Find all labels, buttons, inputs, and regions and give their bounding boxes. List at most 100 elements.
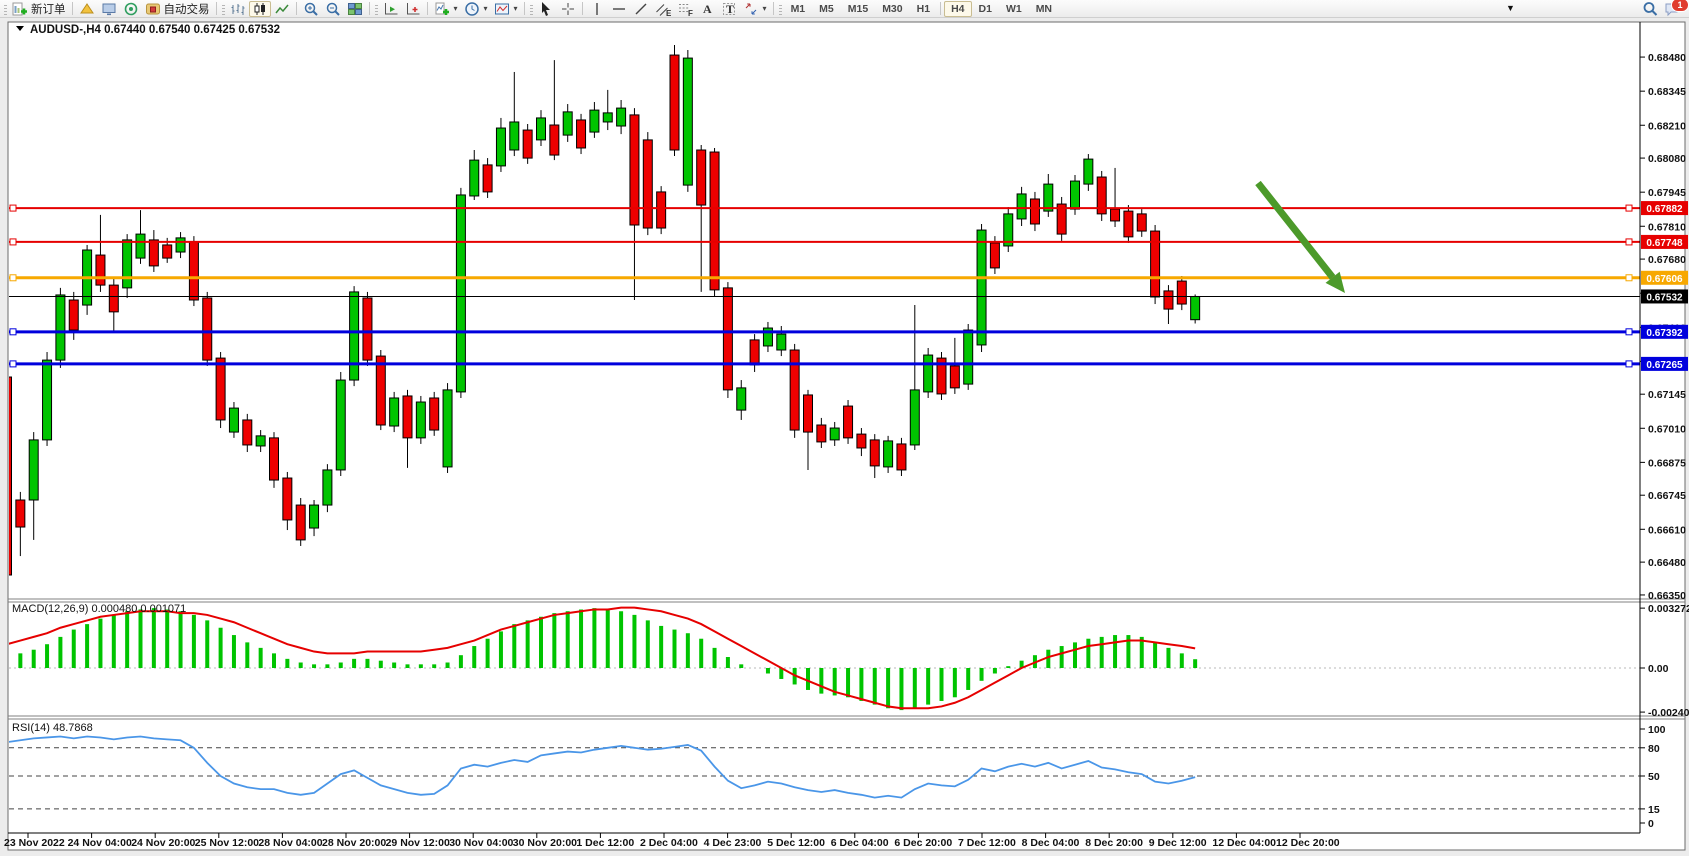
tf-button-h1[interactable]: H1 [916,2,931,15]
svg-text:0.67606: 0.67606 [1646,274,1683,285]
indicators-button[interactable]: ▾ [431,1,461,17]
svg-text:0.67680: 0.67680 [1648,254,1686,266]
cursor-icon [541,1,550,16]
periods-dropdown-icon[interactable]: ▾ [483,4,488,13]
arrows-dropdown-icon[interactable]: ▾ [762,4,767,13]
trendline-tool-button[interactable] [630,1,652,17]
horizontal-line-tool-button[interactable] [608,1,630,17]
tf-button-m1[interactable]: M1 [790,2,806,15]
zoom-out-button[interactable] [322,1,344,17]
svg-text:0.68345: 0.68345 [1648,86,1686,98]
tf-button-h4[interactable]: H4 [944,0,972,17]
toolbar-separator [426,2,428,15]
search-icon [1643,1,1658,16]
date-label: 23 Nov 2022 [4,837,65,849]
crosshair-icon [561,2,574,15]
data-window-icon [102,3,115,15]
svg-text:0.67532: 0.67532 [1646,292,1683,303]
channel-tool-button[interactable]: E [652,1,674,17]
svg-text:T: T [726,2,734,16]
hline-0.67748[interactable] [9,238,1640,246]
new-order-button[interactable]: 新订单 [9,1,69,17]
fibonacci-tool-button[interactable]: F [674,1,696,17]
date-label: 9 Dec 12:00 [1149,837,1207,849]
indicators-dropdown-icon[interactable]: ▾ [453,4,458,13]
tf-button-m5[interactable]: M5 [819,2,834,15]
tf-button-m30[interactable]: M30 [882,2,903,15]
date-label: 7 Dec 12:00 [958,837,1016,849]
date-label: 24 Nov 04:00 [68,837,132,849]
line-chart-mode-button[interactable] [271,1,293,17]
navigator-button[interactable] [120,1,142,17]
toolbar-separator [215,2,217,15]
new-order-label: 新订单 [31,3,66,16]
toolbar-drag-handle[interactable] [221,2,225,15]
search-button[interactable] [1639,1,1661,17]
date-label: 30 Nov 04:00 [449,837,513,849]
candlestick-mode-button[interactable] [248,0,271,17]
svg-text:0.00: 0.00 [1648,663,1669,675]
svg-text:0.003272: 0.003272 [1648,603,1689,615]
data-window-button[interactable] [98,1,120,17]
toolbar-drag-handle[interactable] [529,2,533,15]
notifications-button[interactable]: 1 [1661,0,1689,17]
date-label: 12 Dec 04:00 [1212,837,1276,849]
vertical-line-tool-button[interactable] [586,1,608,17]
bar-chart-icon [231,3,244,15]
bar-chart-mode-button[interactable] [227,1,249,17]
date-label: 6 Dec 20:00 [894,837,952,849]
text-label-icon: T [722,2,735,16]
hline-0.67606[interactable] [9,274,1640,282]
tf-button-mn[interactable]: MN [1035,2,1053,15]
arrows-tool-button[interactable]: ▾ [740,1,770,17]
svg-text:0.67392: 0.67392 [1646,328,1683,339]
toolbar-drag-handle[interactable] [374,2,378,15]
svg-text:0.66350: 0.66350 [1648,590,1686,602]
candlestick-icon [254,2,265,15]
cursor-tool-button[interactable] [535,1,557,17]
tf-button-d1[interactable]: D1 [978,2,992,15]
symbol-dropdown-icon[interactable] [16,26,24,31]
auto-scroll-button[interactable] [402,1,424,17]
rsi-label: RSI(14) 48.7868 [12,722,93,734]
tile-windows-button[interactable] [344,1,366,17]
fibonacci-icon: F [678,3,693,17]
date-label: 12 Dec 20:00 [1276,837,1340,849]
tf-button-w1[interactable]: W1 [1005,2,1022,15]
date-label: 4 Dec 23:00 [704,837,762,849]
text-tool-button[interactable]: A [696,1,718,17]
crosshair-tool-button[interactable] [557,1,579,17]
svg-text:15: 15 [1648,804,1660,816]
toolbar-drag-handle[interactable] [4,2,7,15]
rsi-line [9,735,1196,799]
svg-text:100: 100 [1648,724,1666,736]
clock-icon [464,1,479,16]
hline-0.67392[interactable] [9,328,1640,336]
templates-dropdown-icon[interactable]: ▾ [513,4,518,13]
svg-text:0.66480: 0.66480 [1648,557,1686,569]
toolbar-overflow-icon[interactable]: ▼ [1506,3,1515,13]
market-watch-button[interactable] [76,1,98,17]
toolbar-drag-handle[interactable] [778,2,782,15]
date-label: 24 Nov 20:00 [131,837,195,849]
tf-button-m15[interactable]: M15 [847,2,869,15]
periods-button[interactable]: ▾ [461,1,491,17]
trend-arrow[interactable] [1255,180,1345,293]
hline-0.67265[interactable] [9,360,1640,368]
autotrading-button[interactable]: 自动交易 [142,1,213,17]
toolbar-separator [295,2,297,15]
svg-text:0.67810: 0.67810 [1648,221,1686,233]
zoom-in-icon [304,2,318,16]
zoom-in-button[interactable] [300,1,322,17]
text-label-tool-button[interactable]: T [718,1,740,17]
toolbar-separator [581,2,583,15]
chart-shift-button[interactable] [380,1,402,17]
chart-title: AUDUSD-,H4 0.67440 0.67540 0.67425 0.675… [30,24,280,36]
equidistant-channel-icon: E [655,3,671,17]
svg-text:50: 50 [1648,771,1660,783]
tile-windows-icon [347,2,362,15]
svg-text:0.67145: 0.67145 [1648,389,1686,401]
hline-0.67882[interactable] [9,204,1640,212]
templates-button[interactable]: ▾ [491,1,521,17]
